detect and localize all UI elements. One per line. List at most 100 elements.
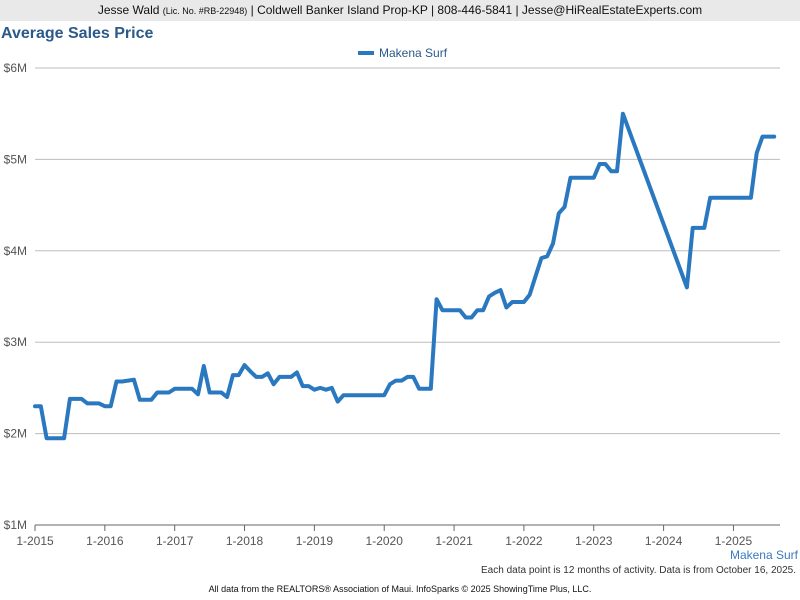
data-point [254, 375, 258, 379]
data-point [697, 226, 701, 230]
data-point [283, 375, 287, 379]
data-point [475, 308, 479, 312]
x-tick-label: 1-2023 [575, 534, 613, 548]
data-point [33, 404, 37, 408]
data-point [219, 390, 223, 394]
data-point [243, 363, 247, 367]
data-point [481, 308, 485, 312]
data-point [772, 135, 776, 139]
data-point [39, 404, 43, 408]
data-point [371, 393, 375, 397]
data-point [423, 387, 427, 391]
data-point [400, 379, 404, 383]
agent-details: | Coldwell Banker Island Prop-KP | 808-4… [250, 3, 703, 17]
data-point [237, 373, 241, 377]
data-point [341, 393, 345, 397]
data-point [80, 397, 84, 401]
data-point [359, 393, 363, 397]
data-point [149, 398, 153, 402]
data-point [109, 404, 113, 408]
data-point [301, 384, 305, 388]
agent-name: Jesse Wald [97, 3, 160, 17]
data-point [621, 112, 625, 116]
data-point [440, 308, 444, 312]
data-point [435, 297, 439, 301]
data-point [167, 390, 171, 394]
data-point [720, 196, 724, 200]
data-point [568, 176, 572, 180]
data-point [609, 169, 613, 173]
data-point [120, 380, 124, 384]
x-tick-label: 1-2015 [16, 534, 54, 548]
data-point [702, 226, 706, 230]
data-point [225, 395, 229, 399]
data-point [406, 375, 409, 379]
x-tick-label: 1-2020 [366, 534, 404, 548]
data-point [470, 316, 474, 320]
data-point [295, 370, 299, 374]
data-point [155, 390, 159, 394]
data-point [574, 176, 578, 180]
data-point [516, 300, 520, 304]
data-point [231, 373, 235, 377]
data-point [411, 375, 415, 379]
data-point [330, 386, 334, 390]
data-point [761, 135, 765, 139]
data-point [743, 196, 747, 200]
data-point [68, 397, 72, 401]
chart-legend[interactable]: Makena Surf [358, 46, 447, 60]
data-point [266, 371, 270, 375]
data-point [417, 387, 421, 391]
data-point [91, 401, 95, 405]
data-point [248, 369, 252, 373]
data-point [755, 151, 759, 155]
data-point [545, 254, 549, 258]
data-point [126, 379, 130, 383]
legend-label: Makena Surf [379, 46, 448, 60]
data-point [179, 387, 183, 391]
data-point [318, 386, 322, 390]
data-point [74, 397, 78, 401]
data-point [394, 379, 398, 383]
data-point [312, 388, 316, 392]
data-point [62, 436, 66, 440]
data-point [737, 196, 741, 200]
data-point [458, 308, 462, 312]
data-point [336, 400, 340, 404]
data-point [388, 382, 392, 386]
data-point [289, 375, 293, 379]
license-number: (Lic. No. #RB-22948) [162, 6, 248, 16]
series-line [33, 111, 777, 441]
data-point [464, 316, 468, 320]
data-point [324, 388, 328, 392]
data-point [114, 380, 118, 384]
data-point [56, 436, 60, 440]
data-point [603, 162, 607, 166]
copyright-footer: All data from the REALTORS® Association … [208, 584, 592, 594]
data-point [184, 387, 188, 391]
x-tick-label: 1-2019 [296, 534, 334, 548]
data-point [382, 393, 386, 397]
data-point [598, 162, 602, 166]
data-point [190, 387, 194, 391]
chart-title: Average Sales Price [1, 25, 154, 42]
data-point [446, 308, 450, 312]
data-point [208, 390, 212, 394]
y-tick-label: $4M [4, 244, 27, 258]
y-tick-label: $2M [4, 427, 27, 441]
data-point [260, 375, 264, 379]
data-note: Each data point is 12 months of activity… [481, 565, 796, 576]
data-point [452, 308, 456, 312]
agent-banner: Jesse Wald (Lic. No. #RB-22948) | Coldwe… [0, 0, 800, 21]
data-point [534, 274, 538, 278]
data-point [45, 436, 49, 440]
data-point [429, 387, 433, 391]
data-point [586, 176, 590, 180]
data-point [504, 305, 508, 309]
data-point [522, 300, 526, 304]
legend-swatch [358, 51, 374, 55]
x-tick-label: 1-2024 [645, 534, 683, 548]
data-point [708, 196, 712, 200]
data-point [144, 398, 148, 402]
